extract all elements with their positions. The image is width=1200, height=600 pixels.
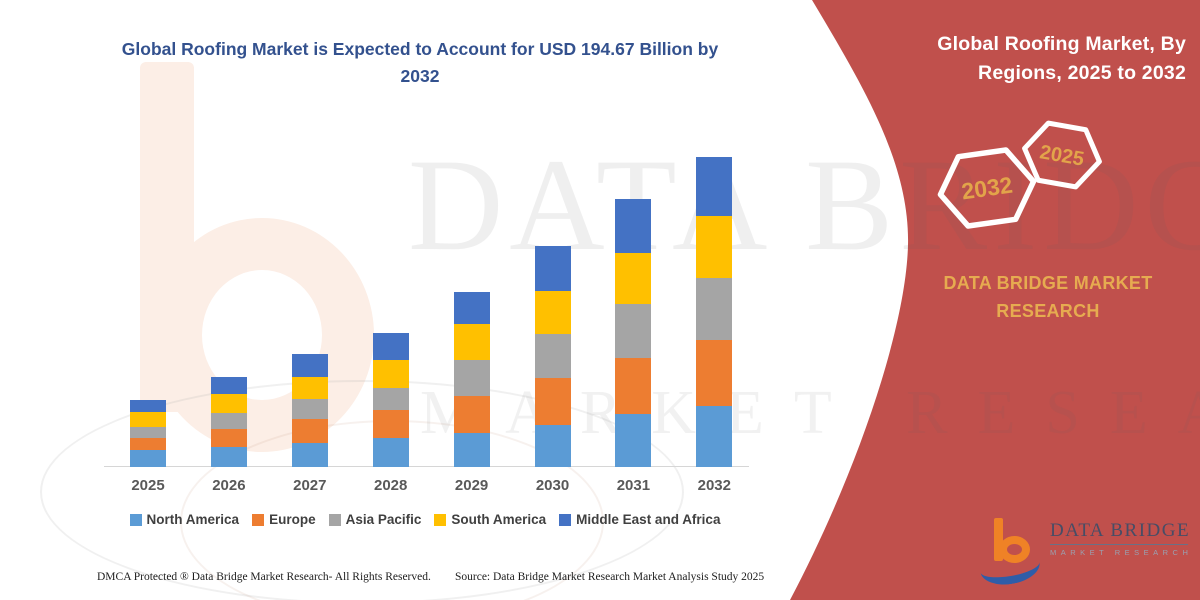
bar-segment-2025-north-america bbox=[130, 450, 166, 467]
bar-segment-2032-asia-pacific bbox=[696, 277, 733, 340]
bar-2031 bbox=[615, 198, 652, 467]
bar-segment-2026-asia-pacific bbox=[210, 413, 247, 429]
bar-2029 bbox=[453, 291, 490, 467]
legend-swatch-icon bbox=[252, 513, 265, 526]
bar-segment-2025-south-america bbox=[130, 411, 166, 427]
bar-segment-2030-europe bbox=[534, 378, 571, 426]
data-bridge-logo: DATA BRIDGE MARKET RESEARCH bbox=[977, 512, 1193, 592]
bar-segment-2032-north-america bbox=[696, 405, 733, 467]
legend-item-asia-pacific: Asia Pacific bbox=[328, 512, 422, 527]
chart-legend: North America Europe Asia Pacific South Ame… bbox=[85, 512, 765, 527]
bar-segment-2027-north-america bbox=[291, 442, 328, 467]
legend-label: Europe bbox=[269, 512, 316, 527]
bar-segment-2030-middle-east-and-africa bbox=[534, 245, 571, 291]
legend-item-middle-east-and-africa: Middle East and Africa bbox=[559, 512, 720, 527]
x-axis-label-2025: 2025 bbox=[131, 477, 165, 494]
legend-item-north-america: North America bbox=[129, 512, 240, 527]
bar-segment-2030-asia-pacific bbox=[534, 334, 571, 379]
bar-segment-2030-south-america bbox=[534, 290, 571, 335]
bar-segment-2032-europe bbox=[696, 339, 733, 406]
bar-segment-2029-asia-pacific bbox=[453, 360, 490, 397]
bar-segment-2026-north-america bbox=[210, 447, 247, 467]
panel-title: Global Roofing Market, By Regions, 2025 … bbox=[937, 33, 1186, 85]
legend-swatch-icon bbox=[129, 513, 142, 526]
bar-segment-2026-south-america bbox=[210, 394, 247, 414]
bar-segment-2029-south-america bbox=[453, 324, 490, 361]
red-panel-shape bbox=[790, 0, 1200, 600]
bar-segment-2027-asia-pacific bbox=[291, 398, 328, 420]
x-axis-label-2031: 2031 bbox=[616, 477, 651, 494]
legend-item-europe: Europe bbox=[252, 512, 316, 527]
bar-segment-2028-middle-east-and-africa bbox=[372, 333, 409, 360]
bar-segment-2029-europe bbox=[453, 396, 490, 433]
bar-2028 bbox=[372, 333, 409, 467]
logo-swoosh-icon bbox=[977, 545, 1043, 589]
legend-swatch-icon bbox=[559, 513, 572, 526]
dmca-text: DMCA Protected ® Data Bridge Market Rese… bbox=[97, 571, 431, 583]
brand-wordmark: DATA BRIDGE MARKET RESEARCH bbox=[943, 273, 1153, 321]
bar-segment-2032-middle-east-and-africa bbox=[696, 156, 733, 216]
bar-segment-2025-middle-east-and-africa bbox=[130, 399, 166, 412]
bar-segment-2027-middle-east-and-africa bbox=[291, 353, 328, 378]
legend-label: North America bbox=[146, 512, 240, 527]
bar-segment-2028-north-america bbox=[372, 437, 409, 467]
x-axis-label-2026: 2026 bbox=[212, 477, 246, 494]
legend-swatch-icon bbox=[328, 513, 341, 526]
bar-2027 bbox=[291, 353, 328, 467]
logo-name: DATA BRIDGE bbox=[1050, 520, 1189, 545]
bar-2025 bbox=[130, 399, 166, 467]
logo-b-bowl-icon bbox=[999, 536, 1030, 563]
bar-segment-2027-south-america bbox=[291, 377, 328, 399]
bar-segment-2028-europe bbox=[372, 410, 409, 438]
logo-b-icon bbox=[994, 518, 1003, 561]
bar-segment-2027-europe bbox=[291, 419, 328, 443]
legend-label: Middle East and Africa bbox=[576, 512, 721, 527]
bar-segment-2031-middle-east-and-africa bbox=[615, 198, 652, 254]
bar-segment-2032-south-america bbox=[696, 215, 733, 278]
hexagon-2032-label: 2032 bbox=[960, 172, 1014, 205]
hexagon-2032: 2032 bbox=[937, 147, 1037, 229]
x-axis-label-2027: 2027 bbox=[293, 477, 327, 494]
bar-segment-2025-asia-pacific bbox=[130, 426, 166, 438]
bar-segment-2029-north-america bbox=[453, 432, 490, 467]
bar-2032 bbox=[696, 156, 733, 467]
bar-segment-2031-asia-pacific bbox=[615, 304, 652, 359]
legend-label: Asia Pacific bbox=[345, 512, 422, 527]
bar-2026 bbox=[210, 377, 247, 467]
legend-item-south-america: South America bbox=[434, 512, 546, 527]
x-axis-label-2032: 2032 bbox=[697, 477, 731, 494]
x-axis-label-2028: 2028 bbox=[374, 477, 408, 494]
legend-swatch-icon bbox=[434, 513, 447, 526]
year-hexagons-graphic: 2032 2025 bbox=[937, 120, 1102, 229]
bar-2030 bbox=[534, 245, 571, 467]
x-axis-label-2030: 2030 bbox=[535, 477, 570, 494]
bar-segment-2030-north-america bbox=[534, 425, 571, 467]
x-axis-line bbox=[104, 466, 749, 467]
bar-segment-2031-south-america bbox=[615, 253, 652, 305]
bar-segment-2031-north-america bbox=[615, 414, 652, 467]
bar-segment-2029-middle-east-and-africa bbox=[453, 291, 490, 325]
bar-segment-2031-europe bbox=[615, 358, 652, 415]
bar-segment-2026-europe bbox=[210, 428, 247, 448]
bar-segment-2025-europe bbox=[130, 437, 166, 451]
watermark-swoosh-curve bbox=[40, 380, 684, 600]
legend-label: South America bbox=[451, 512, 547, 527]
bar-segment-2026-middle-east-and-africa bbox=[210, 377, 247, 395]
source-text: Source: Data Bridge Market Research Mark… bbox=[455, 571, 765, 583]
x-axis-label-2029: 2029 bbox=[454, 477, 489, 494]
bar-segment-2028-south-america bbox=[372, 359, 409, 388]
hexagon-2025-label: 2025 bbox=[1038, 141, 1086, 170]
bar-segment-2028-asia-pacific bbox=[372, 387, 409, 411]
logo-subtitle: MARKET RESEARCH bbox=[1050, 548, 1193, 557]
chart-title: Global Roofing Market is Expected to Acc… bbox=[121, 39, 719, 87]
